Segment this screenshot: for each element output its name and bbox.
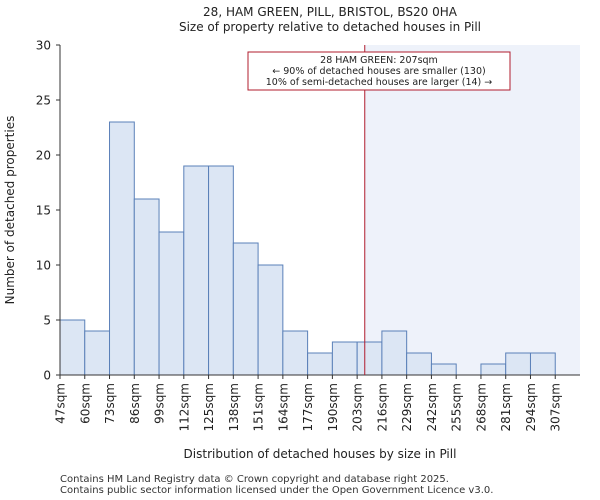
bar-229sqm <box>406 352 432 376</box>
bar-164sqm <box>282 330 309 376</box>
x-tick-label-73sqm: 73sqm <box>103 383 117 424</box>
annotation-line-3: 10% of semi-detached houses are larger (… <box>266 77 493 88</box>
x-tick-label-203sqm: 203sqm <box>351 383 365 431</box>
y-tick-label-10: 10 <box>36 259 51 273</box>
bars-group <box>59 121 556 376</box>
x-tick-label-255sqm: 255sqm <box>450 383 464 431</box>
bar-281sqm <box>505 352 531 376</box>
bar-86sqm <box>133 198 160 376</box>
x-tick-label-125sqm: 125sqm <box>202 383 216 431</box>
y-tick-label-15: 15 <box>36 204 51 218</box>
x-tick-label-112sqm: 112sqm <box>177 383 191 431</box>
bar-138sqm <box>232 242 259 376</box>
x-tick-label-229sqm: 229sqm <box>400 383 414 431</box>
x-tick-label-216sqm: 216sqm <box>375 383 389 431</box>
y-tick-label-20: 20 <box>36 149 51 163</box>
bar-216sqm <box>381 330 408 376</box>
x-axis: 47sqm 60sqm 73sqm 86sqm 99sqm 112sqm 125sqm 138… <box>54 374 580 431</box>
bar-125sqm <box>208 165 234 376</box>
x-tick-label-164sqm: 164sqm <box>276 383 290 431</box>
y-axis-label: Number of detached properties <box>3 116 17 305</box>
bar-151sqm <box>257 264 284 376</box>
x-tick-label-47sqm: 47sqm <box>54 383 68 424</box>
x-tick-label-177sqm: 177sqm <box>301 383 315 431</box>
histogram-chart: 28, HAM GREEN, PILL, BRISTOL, BS20 0HA S… <box>3 5 580 461</box>
x-tick-label-268sqm: 268sqm <box>474 383 488 431</box>
bar-60sqm <box>84 330 111 376</box>
y-tick-label-0: 0 <box>43 369 51 383</box>
bar-203sqm <box>356 341 383 376</box>
x-tick-label-190sqm: 190sqm <box>326 383 340 431</box>
x-tick-label-86sqm: 86sqm <box>128 383 142 424</box>
x-tick-label-281sqm: 281sqm <box>499 383 513 431</box>
bar-190sqm <box>331 341 358 376</box>
x-axis-label: Distribution of detached houses by size … <box>184 447 457 461</box>
chart-title: 28, HAM GREEN, PILL, BRISTOL, BS20 0HA <box>203 5 458 19</box>
bar-112sqm <box>183 165 210 376</box>
footer-copyright: Contains HM Land Registry data © Crown c… <box>60 474 449 485</box>
y-tick-label-30: 30 <box>36 39 51 53</box>
x-tick-label-294sqm: 294sqm <box>524 383 538 431</box>
annotation-box <box>247 51 511 91</box>
bar-294sqm <box>529 352 556 376</box>
annotation-line-2: ← 90% of detached houses are smaller (13… <box>272 66 485 77</box>
x-tick-label-307sqm: 307sqm <box>549 383 563 431</box>
y-tick-label-25: 25 <box>36 94 51 108</box>
bar-177sqm <box>307 352 333 376</box>
x-tick-label-60sqm: 60sqm <box>78 383 92 424</box>
x-tick-label-99sqm: 99sqm <box>153 383 167 424</box>
bar-47sqm <box>59 319 86 376</box>
bar-99sqm <box>158 231 185 376</box>
x-tick-label-138sqm: 138sqm <box>227 383 241 431</box>
bar-242sqm <box>430 363 457 376</box>
bar-268sqm <box>480 363 507 376</box>
x-tick-label-242sqm: 242sqm <box>425 383 439 431</box>
y-tick-label-5: 5 <box>43 314 51 328</box>
y-axis: 0 5 10 15 20 25 30 <box>36 39 61 383</box>
footer-licence: Contains public sector information licen… <box>60 485 494 496</box>
bar-73sqm <box>109 121 135 376</box>
annotation-line-1: 28 HAM GREEN: 207sqm <box>320 55 438 66</box>
chart-subtitle: Size of property relative to detached ho… <box>179 20 481 34</box>
highlight-region <box>364 45 580 375</box>
x-tick-label-151sqm: 151sqm <box>252 383 266 431</box>
